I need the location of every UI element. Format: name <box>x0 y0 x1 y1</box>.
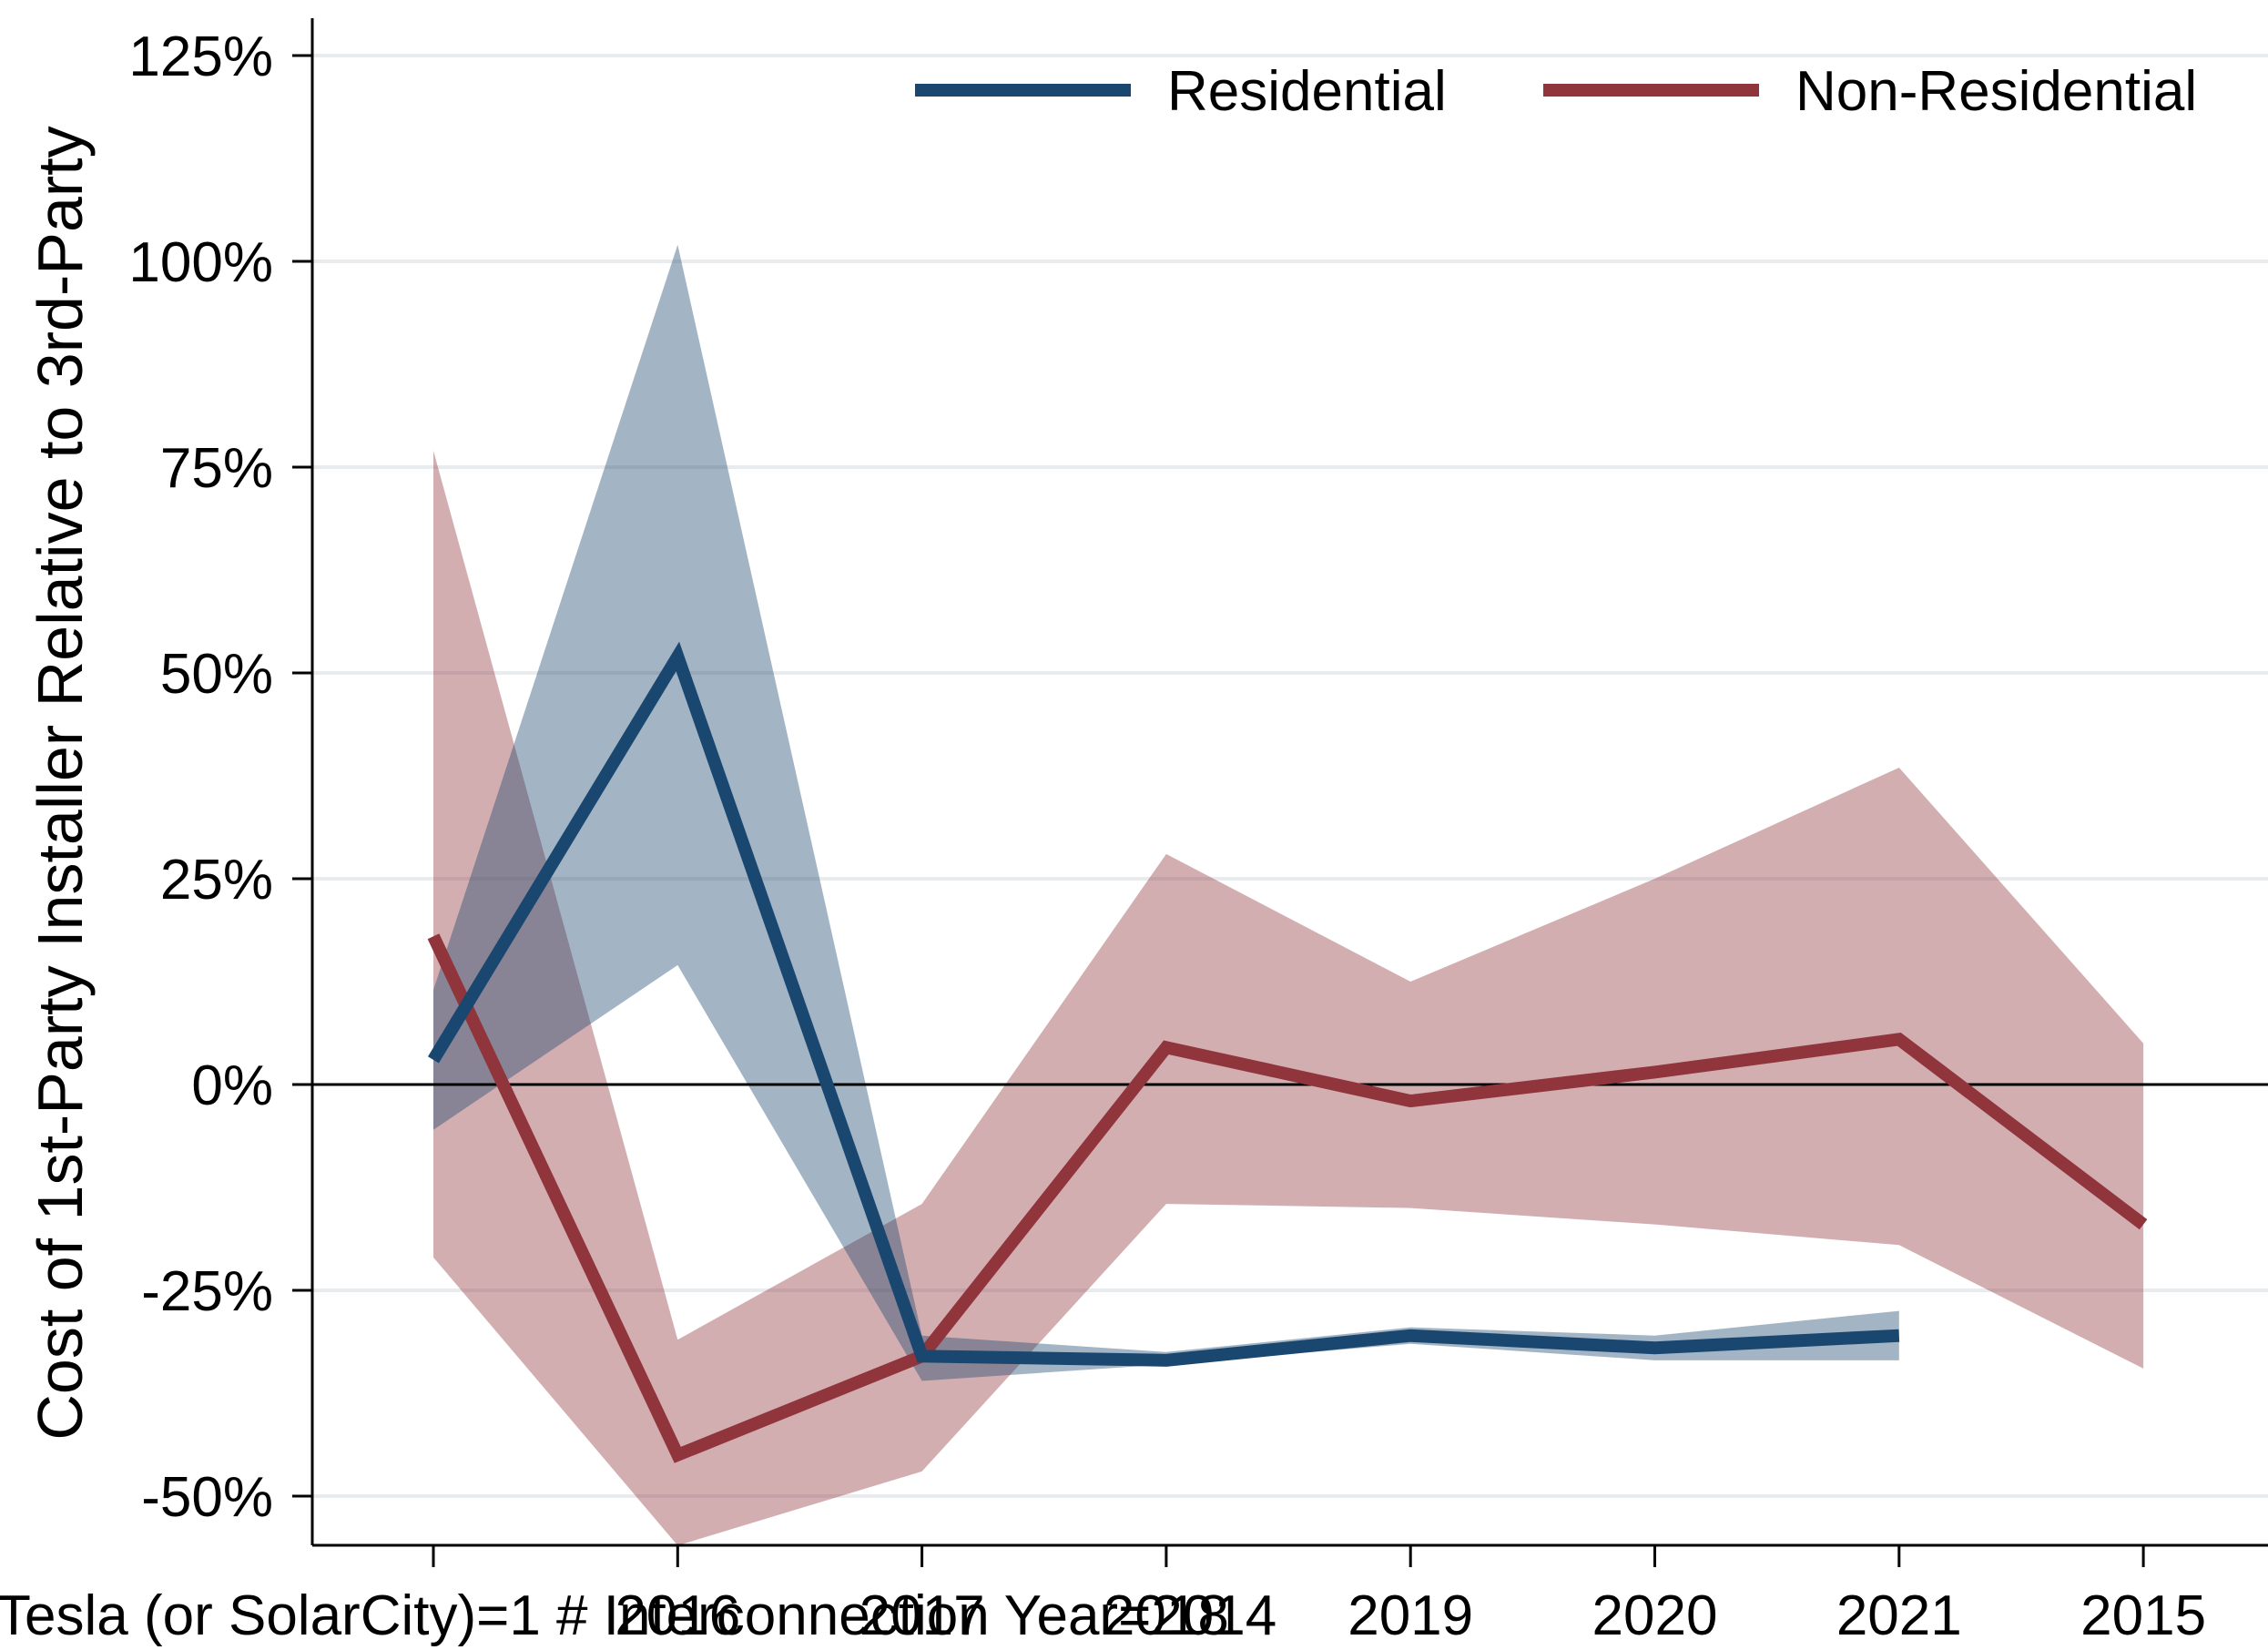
y-tick-label: 75% <box>160 437 273 500</box>
series-line-non-residential <box>427 933 2148 1463</box>
x-tick-label: 2020 <box>1592 1584 1718 1647</box>
y-tick-label: -25% <box>141 1260 273 1323</box>
gridlines <box>312 54 2268 1498</box>
y-axis-ticks: 125% 100% 75% 50% 25% 0% -25% -50% <box>128 25 312 1529</box>
legend-label: Non-Residential <box>1795 60 2197 123</box>
confidence-band-residential <box>433 244 1899 1381</box>
y-tick-label: 125% <box>128 25 273 88</box>
legend-label: Residential <box>1167 60 1447 123</box>
y-tick-label: 100% <box>128 231 273 294</box>
y-tick-label: 0% <box>191 1054 273 1117</box>
x-tick-label: 2021 <box>1836 1584 1962 1647</box>
legend: Residential Non-Residential <box>915 60 2197 123</box>
series-line-residential <box>428 641 1900 1367</box>
y-tick-label: 25% <box>160 849 273 912</box>
x-tick-label: 2016 <box>615 1584 740 1647</box>
y-axis-label: Cost of 1st-Party Installer Relative to … <box>25 126 96 1440</box>
x-tick-label: 2018 <box>1103 1584 1229 1647</box>
x-axis-label: Tesla (or SolarCity)=1 # Interconnection… <box>0 1584 1276 1647</box>
x-tick-label: 2019 <box>1348 1584 1473 1647</box>
y-tick-label: -50% <box>141 1466 273 1529</box>
y-tick-label: 50% <box>160 643 273 706</box>
x-axis-ticks: 2016 2017 2018 2019 2020 2021 2015 <box>432 1545 2206 1647</box>
x-tick-label: 2017 <box>859 1584 985 1647</box>
x-tick-label: 2015 <box>2080 1584 2206 1647</box>
confidence-bands <box>433 244 2144 1546</box>
confidence-band-non-residential <box>433 450 2144 1546</box>
series-lines <box>427 641 2148 1463</box>
